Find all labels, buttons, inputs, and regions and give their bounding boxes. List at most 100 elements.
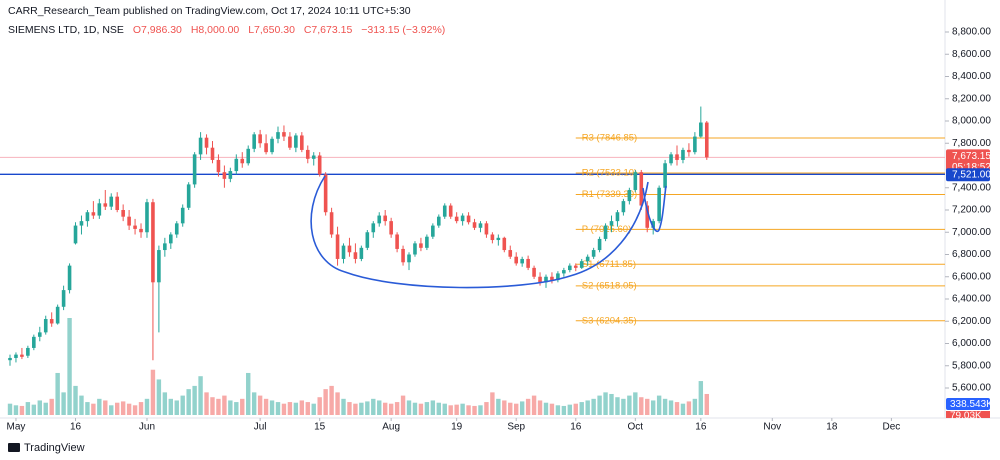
candle-body — [139, 228, 143, 233]
volume-bar — [323, 389, 328, 415]
level-badge — [946, 168, 990, 182]
volume-bar — [186, 389, 191, 415]
countdown: 05:18:52 — [952, 162, 991, 173]
y-tick-label: 8,400.00 — [952, 71, 991, 82]
volume-ma-badge — [946, 398, 990, 410]
volume-badge — [946, 411, 990, 418]
close: C7,673.15 — [303, 24, 353, 36]
candle-body — [270, 138, 274, 153]
volume-bar — [359, 402, 364, 415]
pivot-label: S1 (6711.85) — [582, 259, 636, 270]
x-tick-label: Sep — [507, 422, 525, 433]
volume-bar — [537, 400, 543, 415]
candle-body — [371, 223, 376, 233]
volume-bar — [263, 398, 269, 415]
candle-body — [579, 261, 584, 268]
volume-bar — [448, 405, 453, 415]
volume-bar — [579, 402, 584, 415]
y-tick-label: 5,800.00 — [952, 360, 991, 371]
volume-bar — [228, 400, 233, 415]
volume-bar — [67, 318, 72, 415]
candle-body — [704, 122, 709, 158]
volume-bar — [686, 401, 692, 415]
volume-bar — [7, 403, 13, 415]
volume-bar — [144, 398, 150, 415]
volume-bar — [269, 400, 275, 415]
candle-body — [264, 143, 268, 153]
y-tick-label: 5,600.00 — [952, 383, 991, 394]
candle-body — [163, 243, 167, 251]
volume-bar — [704, 393, 709, 415]
candle-body — [26, 347, 30, 356]
candle-body — [633, 172, 638, 190]
volume-bar — [198, 376, 203, 415]
volume-bar — [91, 403, 96, 415]
volume-bar — [222, 395, 227, 415]
candle-body — [377, 215, 382, 224]
volume-bar — [103, 400, 108, 415]
pivot-label: S3 (6204.35) — [582, 315, 637, 326]
volume-bar — [240, 398, 245, 415]
volume-bar — [555, 405, 561, 415]
y-tick-label: 8,800.00 — [952, 27, 991, 38]
volume-bar — [251, 392, 257, 415]
volume-bar — [150, 369, 156, 415]
x-tick-label: Dec — [883, 422, 901, 433]
volume-bar — [531, 395, 537, 415]
volume-bar — [591, 398, 596, 415]
handle-drawing — [642, 185, 667, 233]
x-tick-label: Aug — [382, 422, 400, 433]
y-tick-label: 6,400.00 — [952, 294, 991, 305]
candle-body — [609, 221, 614, 226]
candle-body — [198, 137, 203, 155]
volume-bar — [454, 404, 459, 415]
volume-bar — [466, 405, 471, 415]
x-tick-label: Jun — [139, 422, 155, 433]
candle-body — [520, 258, 524, 264]
candle-body — [466, 215, 471, 223]
candle-body — [317, 155, 322, 175]
volume-bar — [174, 400, 179, 415]
volume-bar — [299, 400, 305, 415]
volume-bar — [609, 393, 614, 415]
volume-bar — [627, 395, 632, 415]
volume-bar — [400, 395, 406, 415]
candle-body — [228, 171, 233, 179]
volume-bar — [472, 405, 477, 415]
volume-bar — [430, 400, 436, 415]
candle-body — [526, 258, 530, 268]
candle-body — [294, 135, 298, 148]
candle-body — [365, 232, 370, 248]
volume-bar — [132, 405, 138, 415]
volume-bar — [287, 402, 293, 415]
volume-bar — [603, 392, 608, 415]
candle-body — [514, 256, 519, 264]
y-tick-label: 7,000.00 — [952, 227, 991, 238]
volume-bar — [109, 405, 114, 415]
candle-body — [490, 234, 495, 241]
candle-body — [442, 205, 447, 217]
volume-bar — [573, 403, 578, 415]
candle-body — [323, 174, 328, 213]
candle-body — [151, 202, 155, 283]
change: −313.15 (−3.92%) — [361, 24, 446, 36]
y-tick-label: 7,400.00 — [952, 182, 991, 193]
volume-bar — [305, 402, 310, 415]
volume-bar — [567, 404, 573, 415]
volume-bar — [365, 401, 370, 415]
candle-body — [73, 225, 78, 244]
volume-bar — [347, 402, 352, 415]
candle-body — [645, 205, 650, 228]
x-tick-label: Nov — [763, 422, 781, 433]
volume-bar — [674, 402, 680, 415]
candle-body — [639, 172, 644, 206]
candle-body — [681, 149, 685, 160]
symbol: SIEMENS LTD, 1D, NSE — [8, 24, 124, 36]
candle-body — [573, 265, 578, 268]
volume-bar — [424, 402, 430, 415]
volume-bar — [156, 379, 162, 415]
volume-bar — [61, 392, 66, 415]
candle-body — [359, 247, 364, 259]
volume-bar — [25, 402, 31, 415]
